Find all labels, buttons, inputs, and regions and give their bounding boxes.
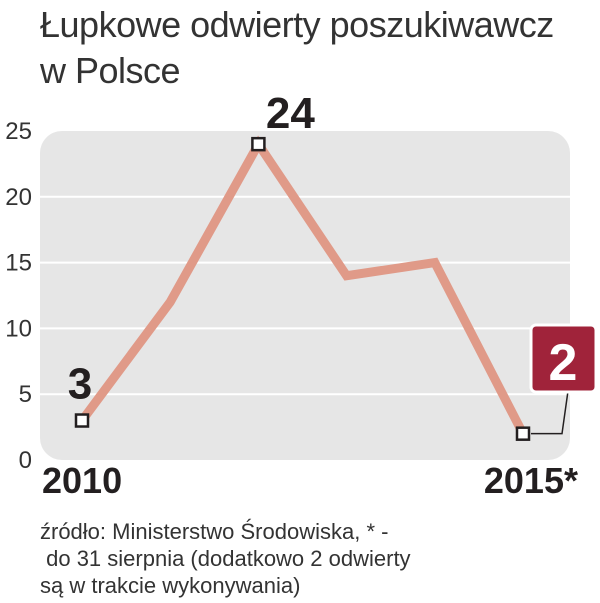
data-label-badge: 2 — [549, 334, 578, 392]
plot-area — [40, 131, 570, 460]
x-tick-label: 2015* — [484, 460, 578, 501]
source-line-1: źródło: Ministerstwo Środowiska, * - — [40, 519, 389, 544]
chart-title-line-2: w Polsce — [40, 50, 181, 91]
y-tick-label: 5 — [19, 381, 32, 408]
chart-title: Łupkowe odwierty poszukiwawcz w Polsce — [40, 2, 600, 94]
badge-connector — [531, 390, 569, 435]
badge-box — [529, 323, 598, 394]
y-tick-label: 15 — [5, 250, 32, 277]
y-tick-label: 0 — [19, 447, 32, 474]
y-tick-label: 25 — [5, 118, 32, 145]
series-line — [78, 135, 527, 436]
data-point-marker — [515, 426, 531, 441]
data-label: 24 — [266, 89, 315, 138]
data-point-marker — [251, 136, 266, 152]
y-tick-label: 10 — [5, 315, 32, 342]
source-line-2: do 31 sierpnia (dodatkowo 2 odwierty — [40, 546, 411, 571]
source-note: źródło: Ministerstwo Środowiska, * - do … — [40, 518, 600, 599]
source-line-3: są w trakcie wykonywania) — [40, 573, 301, 598]
data-label: 3 — [68, 360, 92, 409]
chart-title-line-1: Łupkowe odwierty poszukiwawcz — [40, 4, 554, 45]
data-point-marker — [74, 413, 90, 428]
x-tick-label: 2010 — [42, 460, 122, 501]
y-tick-label: 20 — [5, 184, 32, 211]
